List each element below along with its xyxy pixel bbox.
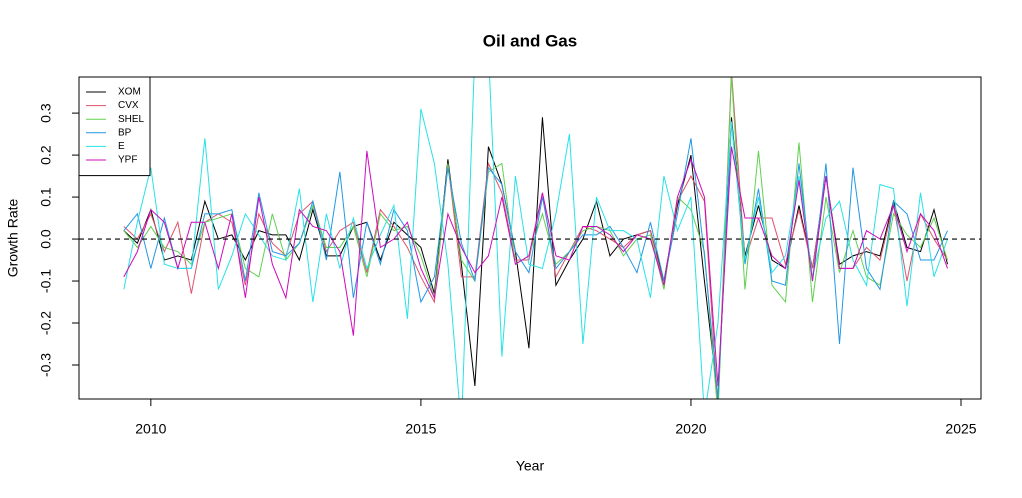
y-tick-label: 0.1 xyxy=(38,187,54,207)
x-tick-label: 2025 xyxy=(945,421,976,437)
y-tick-label: 0.0 xyxy=(38,229,54,249)
series-line xyxy=(123,146,948,387)
legend-label: SHEL xyxy=(118,114,145,125)
y-tick-label: -0.3 xyxy=(38,353,54,377)
y-tick-label: 0.3 xyxy=(38,103,54,123)
y-axis-label: Growth Rate xyxy=(5,198,21,277)
chart-title: Oil and Gas xyxy=(483,31,577,50)
legend-box xyxy=(78,76,151,177)
legend-label: CVX xyxy=(118,100,139,111)
plot-lines xyxy=(123,77,948,399)
x-tick-label: 2015 xyxy=(405,421,436,437)
series-line xyxy=(123,77,948,399)
plot-frame xyxy=(78,76,982,400)
x-tick-label: 2020 xyxy=(675,421,706,437)
legend-label: XOM xyxy=(118,87,141,98)
y-tick-label: 0.2 xyxy=(38,145,54,165)
legend-label: YPF xyxy=(118,155,137,166)
x-tick-label: 2010 xyxy=(135,421,166,437)
y-tick-label: -0.2 xyxy=(38,311,54,335)
legend-label: E xyxy=(118,141,125,152)
legend-label: BP xyxy=(118,127,132,138)
y-tick-label: -0.1 xyxy=(38,269,54,293)
x-axis-label: Year xyxy=(516,458,545,474)
